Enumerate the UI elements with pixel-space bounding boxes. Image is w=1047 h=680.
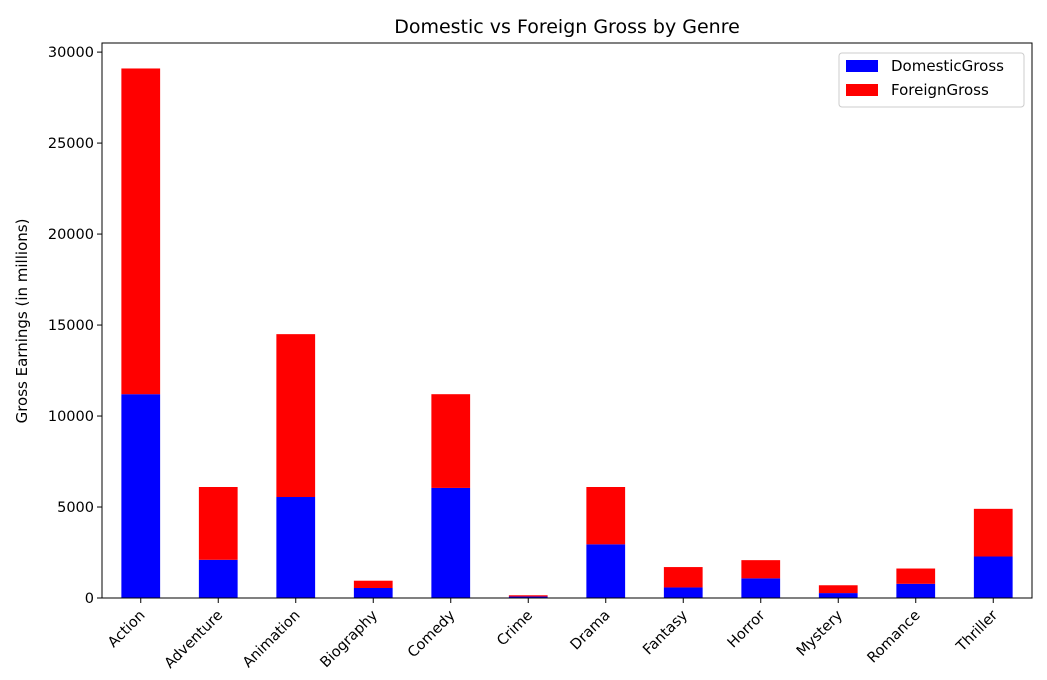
x-axis-ticks: Action Adventure Animation Biography Comedy C… [105,598,1001,672]
y-tick-label: 30000 [48,45,94,61]
bar-foreigngross-romance [896,568,936,584]
legend-swatch-domesticgross [846,60,878,72]
bar-foreigngross-thriller [973,508,1013,557]
bar-foreigngross-mystery [818,585,858,594]
bar-domesticgross-animation [276,497,316,598]
bar-foreigngross-fantasy [663,567,703,588]
bar-domesticgross-adventure [198,559,238,598]
x-tick-label: Mystery [794,607,846,659]
y-tick-label: 5000 [57,500,94,516]
y-tick-label: 20000 [48,227,94,243]
bar-foreigngross-drama [586,487,626,545]
x-tick-label: Biography [318,607,382,671]
x-tick-label: Thriller [953,607,1001,655]
x-tick-label: Drama [568,608,614,654]
bar-domesticgross-drama [586,544,626,598]
y-axis-label: Gross Earnings (in millions) [13,219,31,424]
y-tick-label: 25000 [48,136,94,152]
x-tick-label: Fantasy [640,607,691,658]
x-tick-label: Action [105,608,148,651]
bar-domesticgross-biography [353,587,393,598]
bar-domesticgross-mystery [818,593,858,598]
x-tick-label: Animation [240,608,304,672]
y-tick-label: 0 [85,591,94,607]
legend-swatch-foreigngross [846,84,878,96]
bar-foreigngross-horror [741,560,781,579]
bar-domesticgross-action [121,394,161,598]
y-tick-label: 15000 [48,318,94,334]
bar-foreigngross-crime [508,595,548,597]
legend-label-domesticgross: DomesticGross [891,57,1004,75]
bar-domesticgross-thriller [973,556,1013,598]
bars-group [121,68,1013,598]
legend-label-foreigngross: ForeignGross [891,81,989,99]
x-tick-label: Horror [725,607,769,651]
bar-foreigngross-adventure [198,487,238,560]
x-tick-label: Comedy [405,607,459,661]
bar-domesticgross-comedy [431,487,471,598]
x-tick-label: Romance [865,607,924,666]
y-tick-label: 10000 [48,409,94,425]
bar-domesticgross-fantasy [663,587,703,598]
bar-domesticgross-crime [508,596,548,598]
bar-foreigngross-biography [353,580,393,588]
legend: DomesticGross ForeignGross [838,52,1025,108]
chart-title: Domestic vs Foreign Gross by Genre [394,16,740,38]
bar-domesticgross-romance [896,583,936,598]
y-axis-ticks: 0 5000 10000 15000 20000 25000 30000 [48,45,102,607]
x-tick-label: Adventure [162,607,226,671]
bar-foreigngross-comedy [431,394,471,488]
x-tick-label: Crime [494,607,536,649]
legend-box [838,52,1025,108]
bar-foreigngross-action [121,68,161,395]
plot-frame [101,42,1033,599]
bar-foreigngross-animation [276,334,316,498]
bar-domesticgross-horror [741,578,781,598]
